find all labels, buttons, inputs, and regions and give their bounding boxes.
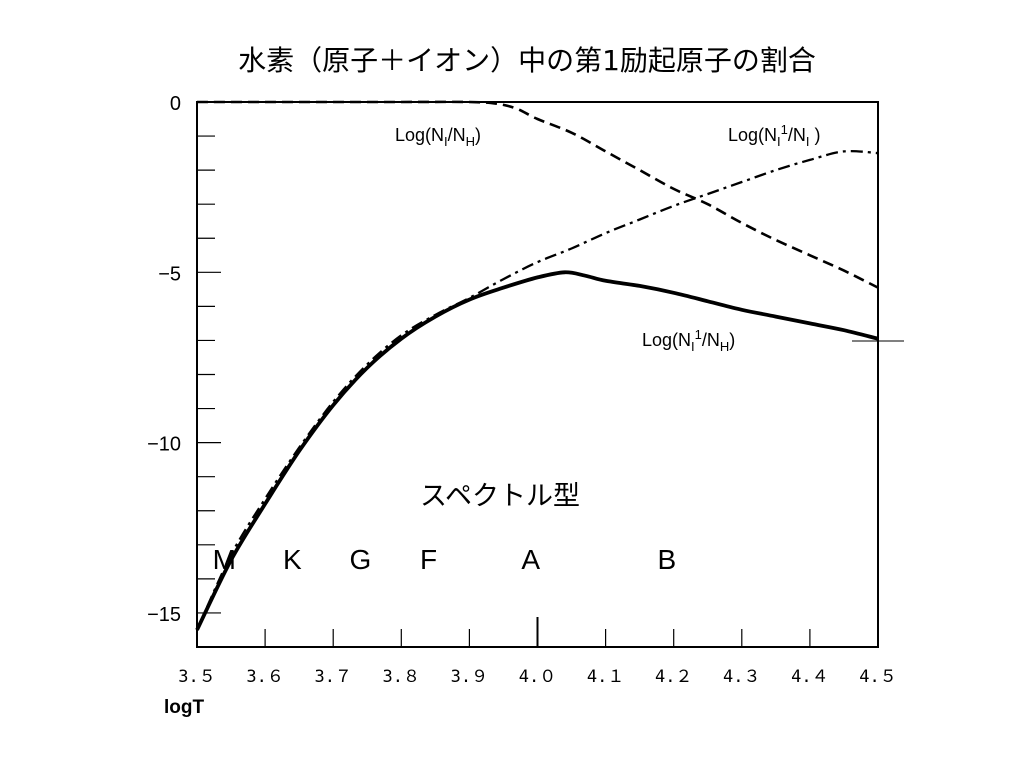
y-tick-label: −5 bbox=[158, 263, 181, 285]
x-axis: 3.５ 3.６ 3.７ 3.８ 3.９ 4.０ 4.１ 4.２ 4.３ 4.４ 4.５ bbox=[178, 340, 904, 687]
series-line bbox=[195, 149, 879, 631]
series-line bbox=[195, 270, 879, 631]
x-tick-label: 3.８ bbox=[383, 667, 420, 687]
spectral-type-label: A bbox=[521, 544, 540, 575]
x-tick-label: 3.９ bbox=[451, 667, 488, 687]
y-tick-label: −10 bbox=[147, 434, 181, 456]
x-tick-label: 4.３ bbox=[723, 667, 760, 687]
spectral-type-label: G bbox=[350, 544, 372, 575]
x-tick-label: 3.６ bbox=[246, 667, 283, 687]
x-axis-label: logT bbox=[164, 697, 204, 718]
curve-labels: Log(NI/NH) Log(NI1/NI ) Log(NI1/NH) bbox=[395, 122, 821, 354]
x-tick-label: 4.４ bbox=[791, 667, 828, 687]
curve-label: Log(NI1/NH) bbox=[642, 327, 735, 354]
y-tick-label: 0 bbox=[170, 93, 181, 115]
spectral-type-label: K bbox=[283, 544, 302, 575]
spectral-type-label: M bbox=[213, 544, 236, 575]
x-tick-label: 4.２ bbox=[655, 667, 692, 687]
x-tick-label: 4.５ bbox=[859, 667, 896, 687]
chart-title: 水素（原子＋イオン）中の第1励起原子の割合 bbox=[238, 44, 816, 77]
x-tick-label: 3.７ bbox=[314, 667, 351, 687]
spectral-type-label: B bbox=[658, 544, 677, 575]
y-tick-label: −15 bbox=[147, 604, 181, 626]
x-tick-label: 3.５ bbox=[178, 667, 215, 687]
spectral-type-title: スペクトル型 bbox=[420, 481, 580, 512]
spectral-type-label: F bbox=[420, 544, 437, 575]
series-layer bbox=[195, 100, 879, 631]
curve-label: Log(NI/NH) bbox=[395, 125, 481, 149]
x-tick-label: 4.０ bbox=[519, 667, 556, 687]
curve-label: Log(NI1/NI ) bbox=[728, 122, 821, 149]
y-axis: 0 −5 −10 −15 bbox=[147, 93, 221, 648]
x-tick-label: 4.１ bbox=[587, 667, 624, 687]
